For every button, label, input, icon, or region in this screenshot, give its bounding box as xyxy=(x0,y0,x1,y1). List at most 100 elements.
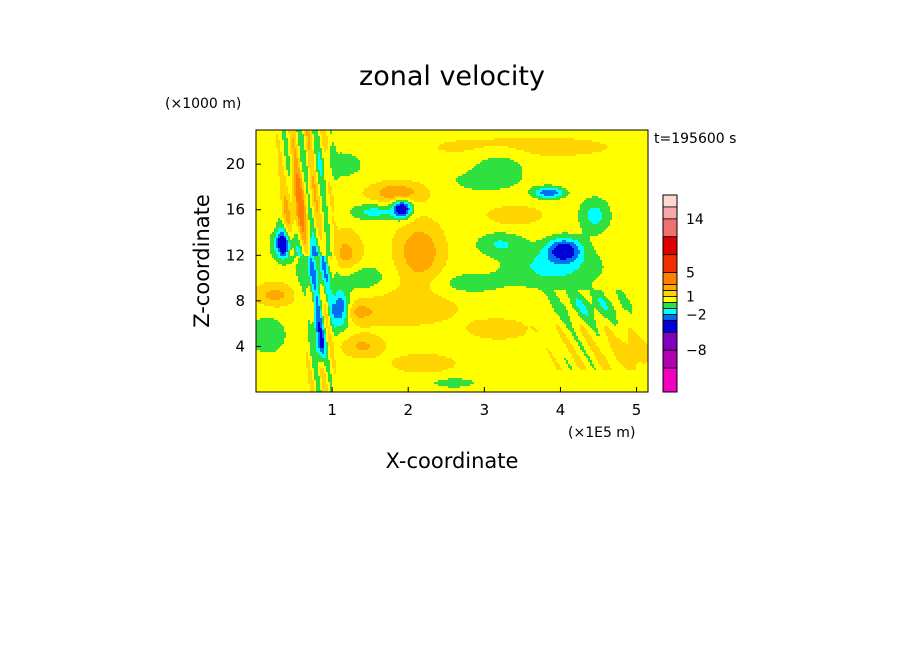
heatmap-cell xyxy=(274,228,279,231)
heatmap-cell xyxy=(330,306,333,309)
heatmap-cell xyxy=(302,196,305,199)
heatmap-cell xyxy=(322,380,327,383)
heatmap-cell xyxy=(284,234,287,237)
heatmap-cell xyxy=(330,240,335,243)
heatmap-cell xyxy=(286,182,293,185)
heatmap-cell xyxy=(324,306,327,309)
heatmap-cell xyxy=(382,278,401,281)
heatmap-cell xyxy=(608,146,648,149)
heatmap-cell xyxy=(574,308,581,311)
heatmap-cell xyxy=(322,304,325,307)
heatmap-cell xyxy=(306,228,309,231)
heatmap-cell xyxy=(502,240,531,243)
heatmap-cell xyxy=(292,248,295,251)
heatmap-cell xyxy=(328,186,333,189)
heatmap-cell xyxy=(322,310,325,313)
heatmap-cell xyxy=(326,304,329,307)
heatmap-cell xyxy=(600,142,648,145)
heatmap-cell xyxy=(494,220,537,223)
heatmap-cell xyxy=(256,286,291,289)
heatmap-cell xyxy=(552,306,567,309)
heatmap-cell xyxy=(322,166,325,169)
heatmap-cell xyxy=(344,352,383,355)
heatmap-cell xyxy=(314,220,317,223)
heatmap-cell xyxy=(286,180,293,183)
heatmap-cell xyxy=(304,138,307,141)
heatmap-cell xyxy=(288,142,291,145)
heatmap-cell xyxy=(314,266,317,269)
heatmap-cell xyxy=(574,346,581,349)
heatmap-cell xyxy=(556,368,563,371)
heatmap-cell xyxy=(336,292,345,295)
heatmap-cell xyxy=(310,200,313,203)
heatmap-cell xyxy=(304,182,307,185)
heatmap-cell xyxy=(582,294,591,297)
heatmap-cell xyxy=(294,166,299,169)
heatmap-cell xyxy=(520,180,648,183)
heatmap-cell xyxy=(334,324,343,327)
heatmap-cell xyxy=(304,250,309,253)
heatmap-cell xyxy=(306,192,309,195)
heatmap-cell xyxy=(278,240,287,243)
heatmap-cell xyxy=(498,260,535,263)
heatmap-cell xyxy=(500,262,533,265)
heatmap-cell xyxy=(326,336,329,339)
heatmap-cell xyxy=(318,254,321,257)
heatmap-cell xyxy=(318,172,321,175)
heatmap-cell xyxy=(334,314,343,317)
heatmap-cell xyxy=(282,134,287,137)
heatmap-cell xyxy=(308,220,311,223)
heatmap-cell xyxy=(456,178,523,181)
heatmap-cell xyxy=(590,334,597,337)
heatmap-cell xyxy=(308,236,311,239)
heatmap-cell xyxy=(330,282,379,285)
heatmap-cell xyxy=(310,232,313,235)
heatmap-cell xyxy=(314,192,317,195)
heatmap-cell xyxy=(342,258,351,261)
heatmap-cell xyxy=(312,178,315,181)
heatmap-cell xyxy=(326,344,329,347)
heatmap-cell xyxy=(332,218,335,221)
heatmap-cell xyxy=(348,338,383,341)
heatmap-cell xyxy=(316,180,319,183)
heatmap-cell xyxy=(582,332,589,335)
heatmap-cell xyxy=(256,298,271,301)
heatmap-cell xyxy=(316,330,319,333)
heatmap-cell xyxy=(584,346,591,349)
heatmap-cell xyxy=(306,144,309,147)
heatmap-cell xyxy=(278,250,281,253)
heatmap-cell xyxy=(604,316,617,319)
heatmap-cell xyxy=(306,132,311,135)
heatmap-cell xyxy=(318,234,323,237)
heatmap-cell xyxy=(326,348,329,351)
heatmap-cell xyxy=(298,218,301,221)
heatmap-cell xyxy=(282,152,285,155)
heatmap-cell xyxy=(320,192,327,195)
heatmap-cell xyxy=(320,388,323,391)
heatmap-cell xyxy=(312,288,315,291)
heatmap-cell xyxy=(398,228,443,231)
heatmap-cell xyxy=(312,370,315,373)
heatmap-cell xyxy=(338,228,341,231)
heatmap-cell xyxy=(304,230,307,233)
heatmap-cell xyxy=(310,182,313,185)
heatmap-cell xyxy=(308,140,311,143)
heatmap-cell xyxy=(622,340,629,343)
heatmap-cell xyxy=(508,246,545,249)
heatmap-cell xyxy=(286,252,289,255)
heatmap-cell xyxy=(416,218,433,221)
heatmap-cell xyxy=(294,248,297,251)
heatmap-cell xyxy=(324,324,327,327)
heatmap-cell xyxy=(326,378,329,381)
heatmap-cell xyxy=(574,358,581,361)
heatmap-cell xyxy=(550,240,563,243)
heatmap-cell xyxy=(326,312,329,315)
heatmap-cell xyxy=(398,274,439,277)
heatmap-cell xyxy=(566,308,575,311)
heatmap-cell xyxy=(436,276,457,279)
heatmap-cell xyxy=(282,138,289,141)
heatmap-cell xyxy=(316,282,319,285)
heatmap-cell xyxy=(582,342,589,345)
heatmap-cell xyxy=(602,264,648,267)
heatmap-cell xyxy=(302,174,305,177)
